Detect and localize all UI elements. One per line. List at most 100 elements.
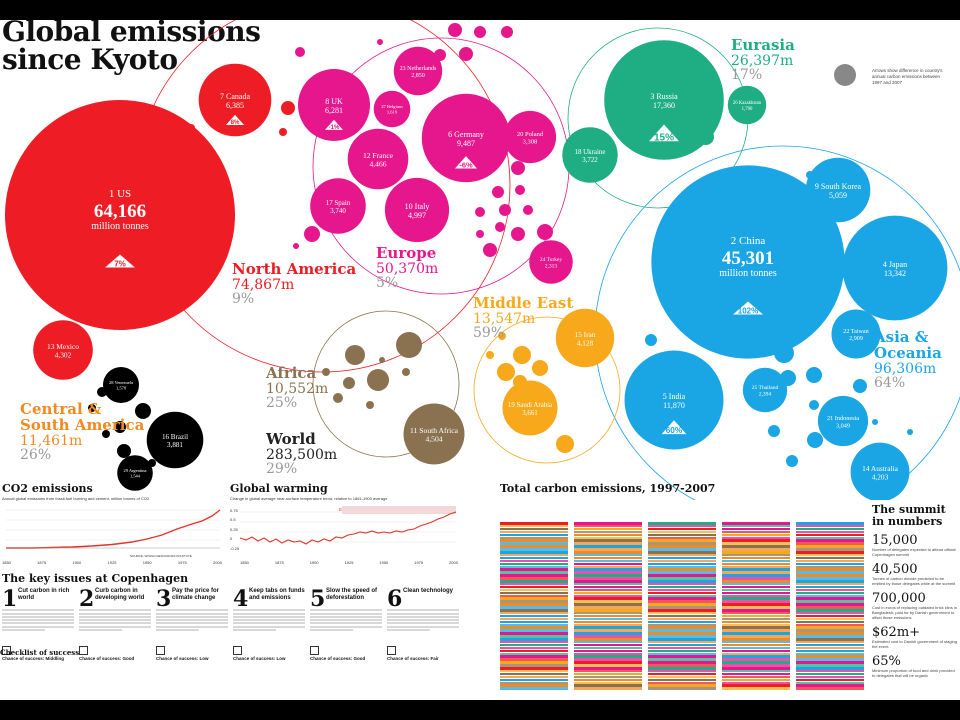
table-row [500,548,568,551]
table-row [648,667,716,670]
country-circle [831,309,881,359]
table-row [722,548,790,551]
table-row [796,574,864,577]
minor-country-bubble [556,435,574,453]
table-row [796,638,864,641]
country-circle [624,350,724,450]
country-circle [850,442,910,500]
table-row [796,551,864,554]
table-row [500,565,568,569]
summit-sidebar: The summit in numbers 15,000 Number of de… [872,504,958,679]
country-circle [33,320,93,380]
text-line [387,625,459,628]
country-circle [103,367,139,403]
table-row [648,582,716,586]
table-row [500,684,568,687]
issue-heading: Cut carbon in rich world [18,588,70,601]
text-line [156,619,228,622]
table-row [796,667,864,670]
table-row [500,643,568,647]
table-row [500,580,568,583]
table-row [796,640,864,644]
table-row [796,652,864,656]
country-label: 25 Thailand [752,385,779,391]
table-row [796,580,864,583]
country-label: 22 Taiwan [843,329,868,335]
table-row [796,577,864,580]
table-row [796,536,864,540]
stat-value: 40,500 [872,562,918,577]
change-value: 8% [231,119,240,126]
minor-country-bubble [486,351,494,359]
issue-number: 3 [156,586,172,612]
table-row [500,652,568,656]
table-row [500,556,568,560]
table-row [500,661,568,664]
table-row [796,664,864,667]
table-row [722,606,790,609]
country-circle [817,395,869,447]
minor-country-bubble [768,425,780,437]
issue-number: 6 [387,586,403,612]
table-row [500,527,568,531]
table-row [648,577,716,580]
table-row [648,623,716,627]
country-label: 9 South Korea [815,182,862,191]
country-label: 17 Spain [326,199,351,207]
country-label: 24 Turkey [540,257,562,263]
issue-heading: Keep tabs on funds and emissions [249,588,305,601]
country-circle [562,127,618,183]
country-value: 3,722 [582,157,598,164]
table-row [722,597,790,600]
table-row [722,600,790,603]
infographic-page: Global emissions since Kyoto Arrows show… [0,20,960,700]
table-row [796,553,864,557]
table-row [648,553,716,557]
minor-country-bubble [459,47,473,61]
table-row [796,591,864,595]
country-value: 4,466 [369,160,386,169]
table-row [796,684,864,687]
minor-country-bubble [322,368,330,376]
change-value: 7% [114,260,126,269]
table-row [574,522,642,525]
change-arrow-icon [649,124,679,142]
table-row [574,585,642,589]
text-line [233,612,305,615]
table-row [574,594,642,598]
table-row [796,556,864,560]
country-value: 2,850 [411,73,425,79]
country-label: 1 US [109,188,131,200]
table-row [500,536,568,540]
table-row [574,672,642,676]
sidebar-stats: 15,000 Number of delegates expected to at… [872,534,958,678]
table-row [722,687,790,690]
table-row [574,551,642,554]
table-row [648,559,716,563]
issues-title: The key issues at Copenhagen [2,572,189,585]
change-arrow-icon [454,156,478,169]
issue-heading: Pay the price for climate change [172,588,220,601]
table-row [500,658,568,661]
table-row [648,562,716,566]
minor-country-bubble [281,101,295,115]
table-row [796,629,864,632]
minor-country-bubble [807,432,823,448]
table-row [574,646,642,650]
table-row [648,635,716,638]
table-row [574,643,642,647]
text-line [310,625,382,628]
change-arrow-icon [661,420,687,435]
text-line [387,622,459,625]
text-line [2,625,74,628]
table-row [574,629,642,632]
table-row [574,524,642,528]
warming-yticks: 0.75 0.5 0.25 0 -0.25 [230,508,240,551]
text-line [310,622,382,625]
country-value: 17,360 [653,101,675,110]
table-row [574,632,642,635]
country-circle [604,40,724,160]
